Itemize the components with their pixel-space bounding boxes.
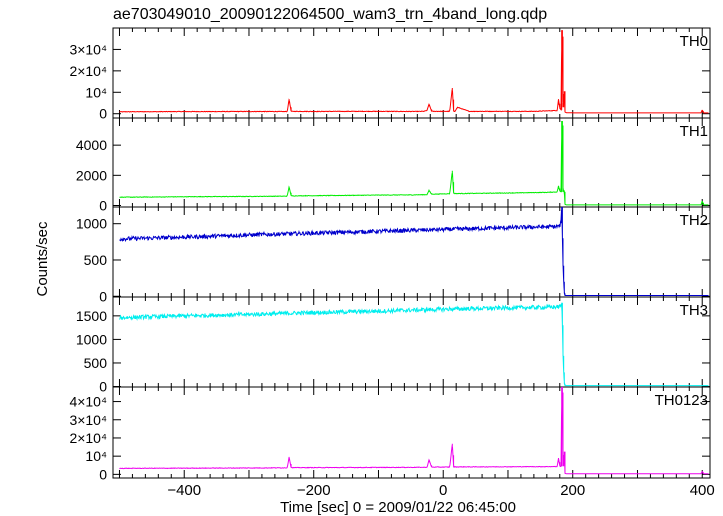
y-tick-label: 1000 bbox=[76, 331, 107, 347]
y-tick-label: 0 bbox=[99, 288, 107, 304]
panel-th3: 0 500 1000 1500 TH3 bbox=[76, 296, 711, 395]
series-line-th2 bbox=[119, 207, 709, 296]
series-line-th0 bbox=[119, 30, 709, 114]
panel-label: TH2 bbox=[680, 212, 708, 229]
panel-label: TH1 bbox=[680, 123, 708, 140]
y-tick-label: 1500 bbox=[76, 308, 107, 324]
y-tick-label: 0 bbox=[99, 379, 107, 395]
y-tick-label: 0 bbox=[99, 197, 107, 213]
y-tick-label: 10⁴ bbox=[85, 448, 107, 464]
y-tick-label: 2×10⁴ bbox=[69, 63, 107, 79]
panel-frame bbox=[112, 386, 711, 479]
series-line-th3 bbox=[119, 302, 709, 387]
panel-label: TH0 bbox=[680, 33, 708, 50]
y-tick-label: 4000 bbox=[76, 137, 107, 153]
y-tick-label: 10⁴ bbox=[85, 84, 107, 100]
series-line-th1 bbox=[119, 121, 709, 206]
y-tick-label: 3×10⁴ bbox=[69, 412, 107, 428]
y-tick-label: 1000 bbox=[76, 216, 107, 232]
panel-label: TH0123 bbox=[655, 392, 708, 409]
x-tick-label: 400 bbox=[690, 482, 715, 499]
x-tick-labels: −400 −200 0 200 400 bbox=[167, 482, 714, 499]
series-line-th0123 bbox=[119, 387, 709, 475]
panel-th0123: 0 10⁴ 2×10⁴ 3×10⁴ 4×10⁴ TH0123 bbox=[69, 386, 711, 482]
y-tick-label: 2×10⁴ bbox=[69, 430, 107, 446]
y-tick-label: 4×10⁴ bbox=[69, 394, 107, 410]
x-tick-label: −400 bbox=[167, 482, 201, 499]
x-tick-label: 200 bbox=[560, 482, 585, 499]
y-axis-label: Counts/sec bbox=[34, 221, 51, 297]
x-axis-label: Time [sec] 0 = 2009/01/22 06:45:00 bbox=[280, 499, 516, 516]
y-tick-label: 500 bbox=[84, 252, 108, 268]
y-tick-label: 3×10⁴ bbox=[69, 41, 107, 57]
y-tick-label: 500 bbox=[84, 355, 108, 371]
chart-title: ae703049010_20090122064500_wam3_trn_4ban… bbox=[113, 6, 547, 23]
panel-label: TH3 bbox=[680, 302, 708, 319]
x-tick-label: 0 bbox=[439, 482, 447, 499]
x-tick-label: −200 bbox=[297, 482, 331, 499]
panel-th2: 0 500 1000 TH2 bbox=[76, 206, 711, 304]
panel-th1: 0 2000 4000 TH1 bbox=[76, 117, 711, 213]
y-tick-label: 0 bbox=[99, 106, 107, 122]
y-tick-label: 0 bbox=[99, 466, 107, 482]
panels-group: 0 10⁴ 2×10⁴ 3×10⁴ TH0 0 2000 4000 TH1 0 500 1000 TH2… bbox=[69, 27, 711, 482]
y-tick-label: 2000 bbox=[76, 167, 107, 183]
